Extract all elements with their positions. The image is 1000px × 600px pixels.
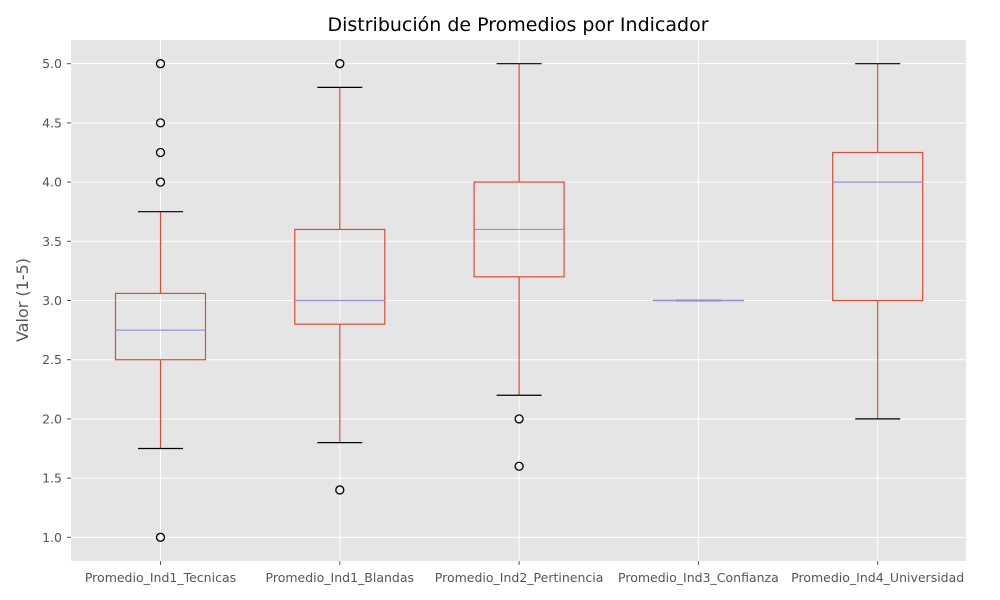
iqr-box <box>114 292 207 361</box>
box-group <box>832 63 924 420</box>
y-tick-label: 3.5 <box>42 234 62 249</box>
outlier-point <box>335 485 345 495</box>
y-tick-label: 4.0 <box>42 175 62 190</box>
y-tick-label: 1.0 <box>42 530 62 545</box>
box-group <box>294 59 386 495</box>
outlier-point <box>514 414 524 424</box>
chart-title: Distribución de Promedios por Indicador <box>327 14 708 36</box>
x-tick-label: Promedio_Ind2_Pertinencia <box>435 570 604 585</box>
x-tick-label: Promedio_Ind1_Blandas <box>266 570 415 585</box>
y-tick-label: 3.0 <box>42 293 62 308</box>
outlier-point <box>155 532 166 542</box>
y-tick-label: 2.0 <box>42 411 62 426</box>
y-tick-label: 2.5 <box>42 352 62 367</box>
outlier-point <box>514 461 524 471</box>
outlier-point <box>155 177 166 187</box>
y-tick-label: 4.5 <box>42 115 62 130</box>
x-tick-label: Promedio_Ind1_Tecnicas <box>85 570 236 585</box>
box-group <box>473 63 565 471</box>
outlier-point <box>155 147 166 158</box>
tick-layer: 1.0 1.5 2.0 2.5 3.0 3.5 4.0 4.5 5.0 Promedio_Ind1… <box>42 56 964 585</box>
iqr-box <box>294 228 386 325</box>
outlier-point <box>155 118 166 128</box>
y-axis-title: Valor (1-5) <box>13 258 32 342</box>
outlier-point <box>335 59 345 69</box>
box-layer <box>114 59 924 542</box>
y-tick-label: 5.0 <box>42 56 62 71</box>
iqr-box <box>832 151 924 302</box>
y-tick-label: 1.5 <box>42 471 62 486</box>
x-tick-label: Promedio_Ind4_Universidad <box>791 570 964 585</box>
x-tick-label: Promedio_Ind3_Confianza <box>618 570 779 585</box>
box-group <box>114 59 207 542</box>
outlier-point <box>155 59 166 69</box>
